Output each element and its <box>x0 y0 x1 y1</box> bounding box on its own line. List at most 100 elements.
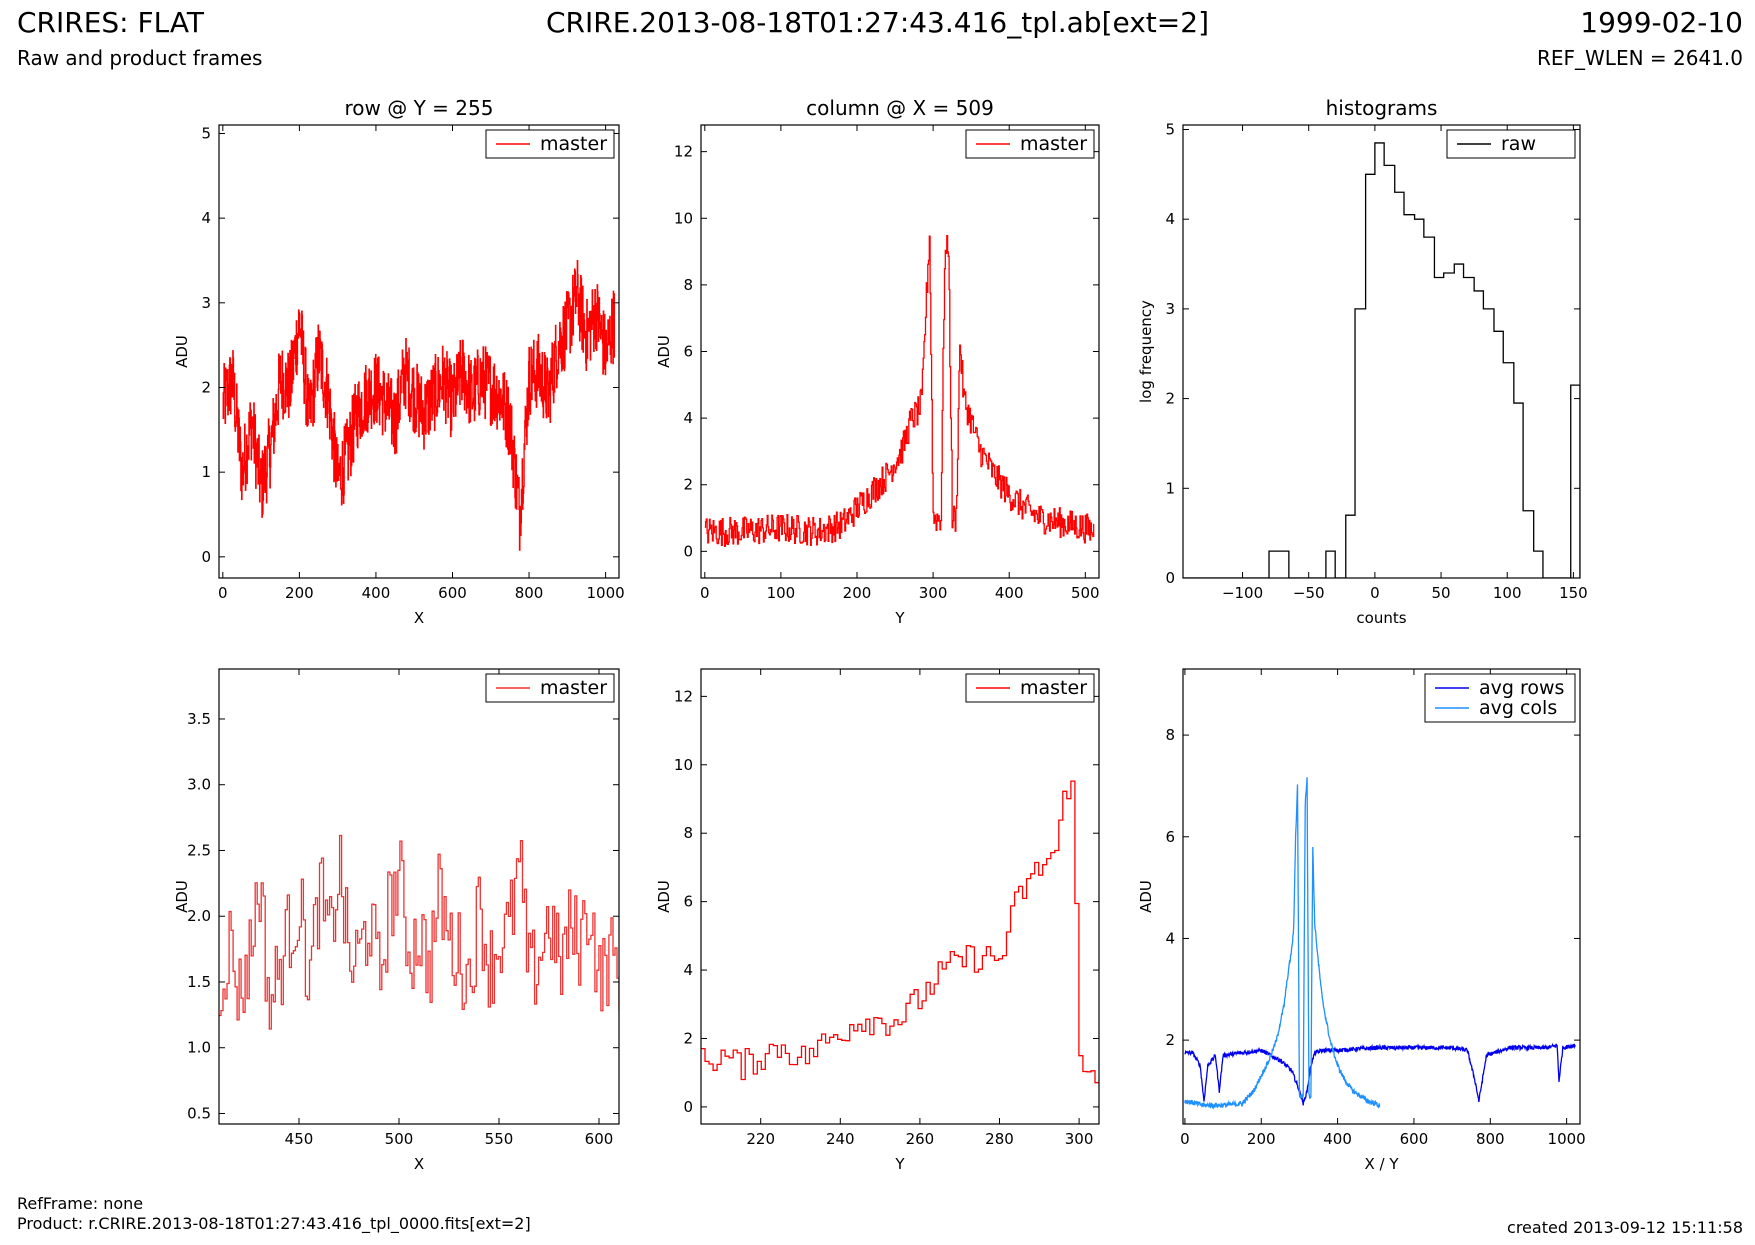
y-tick-label: 5 <box>1165 120 1175 138</box>
x-axis-label: counts <box>1356 609 1406 627</box>
chart-panel-3: −100 −50 0 50 100 150 0 1 2 3 4 5 histograms counts lo… <box>1137 96 1588 627</box>
y-tick-label: 0 <box>201 548 211 566</box>
x-tick-label: 500 <box>385 1130 414 1148</box>
legend: master <box>485 673 615 703</box>
y-tick-label: 0 <box>1165 569 1175 587</box>
series-line-master <box>701 780 1099 1084</box>
chart-title: row @ Y = 255 <box>345 96 494 120</box>
series-group <box>219 834 619 1030</box>
report-subtitle: Raw and product frames <box>17 46 263 70</box>
x-tick-label: 50 <box>1432 584 1451 602</box>
y-tick-label: 10 <box>674 209 693 227</box>
legend-label: master <box>1020 133 1087 155</box>
x-axis-label: Y <box>894 609 905 627</box>
x-tick-label: 0 <box>1180 1130 1190 1148</box>
chart-panel-2: 0 100 200 300 400 500 0 2 4 6 8 10 12 column @ X = 50… <box>655 96 1100 627</box>
x-tick-label: 260 <box>906 1130 935 1148</box>
y-tick-label: 8 <box>683 276 693 294</box>
chart-title: histograms <box>1326 96 1438 120</box>
x-tick-label: 1000 <box>1548 1130 1586 1148</box>
y-tick-label: 2 <box>683 1029 693 1047</box>
x-tick-label: 450 <box>285 1130 314 1148</box>
plot-frame <box>700 668 1100 1125</box>
y-tick-label: 4 <box>683 409 693 427</box>
series-line-master <box>219 834 619 1030</box>
x-tick-label: 280 <box>985 1130 1014 1148</box>
x-tick-label: 400 <box>995 584 1024 602</box>
x-tick-label: 600 <box>1400 1130 1429 1148</box>
y-tick-label: 2 <box>1165 390 1175 408</box>
x-tick-label: −50 <box>1293 584 1325 602</box>
x-tick-label: 800 <box>515 584 544 602</box>
x-axis-label: X <box>414 609 424 627</box>
report-title: CRIRES: FLAT <box>17 6 204 39</box>
x-tick-label: 100 <box>767 584 796 602</box>
legend-label: avg cols <box>1479 697 1557 719</box>
x-tick-label: 550 <box>485 1130 514 1148</box>
y-tick-label: 4 <box>1165 929 1175 947</box>
x-tick-label: 300 <box>919 584 948 602</box>
y-tick-label: 0.5 <box>187 1104 211 1122</box>
ref-frame-label: RefFrame: none <box>17 1194 144 1213</box>
y-tick-label: 4 <box>683 961 693 979</box>
y-tick-label: 0 <box>683 542 693 560</box>
x-tick-label: 1000 <box>587 584 625 602</box>
y-tick-label: 2 <box>1165 1031 1175 1049</box>
x-tick-label: 100 <box>1493 584 1522 602</box>
y-tick-label: 2 <box>683 476 693 494</box>
y-tick-label: 1 <box>201 463 211 481</box>
y-tick-label: 6 <box>1165 828 1175 846</box>
ref-wlen: REF_WLEN = 2641.0 <box>1536 46 1743 70</box>
x-tick-label: 200 <box>1247 1130 1276 1148</box>
series-group <box>701 780 1099 1084</box>
y-tick-label: 4 <box>201 209 211 227</box>
legend: raw <box>1446 129 1576 159</box>
series-group <box>222 259 616 551</box>
x-tick-label: 240 <box>826 1130 855 1148</box>
series-line-avg-cols <box>1184 777 1381 1110</box>
series-line-master <box>222 259 616 551</box>
x-tick-label: 600 <box>438 584 467 602</box>
x-tick-label: 220 <box>746 1130 775 1148</box>
x-axis-label: X <box>414 1155 424 1173</box>
x-tick-label: 0 <box>1370 584 1380 602</box>
y-tick-label: 8 <box>1165 726 1175 744</box>
y-tick-label: 0 <box>683 1098 693 1116</box>
series-line-raw <box>1183 142 1580 578</box>
series-line-master <box>704 234 1095 547</box>
legend: master <box>485 129 615 159</box>
x-tick-label: 800 <box>1476 1130 1505 1148</box>
y-tick-label: 12 <box>674 143 693 161</box>
y-tick-label: 6 <box>683 893 693 911</box>
y-tick-label: 3.5 <box>187 710 211 728</box>
y-tick-label: 3.0 <box>187 776 211 794</box>
plot-frame <box>1182 668 1581 1125</box>
y-tick-label: 1 <box>1165 479 1175 497</box>
x-tick-label: 300 <box>1065 1130 1094 1148</box>
plot-frame <box>218 668 620 1125</box>
y-tick-label: 3 <box>1165 300 1175 318</box>
y-axis-label: ADU <box>655 335 673 368</box>
y-tick-label: 1.5 <box>187 973 211 991</box>
chart-title: column @ X = 509 <box>806 96 994 120</box>
series-group <box>704 234 1095 547</box>
chart-panel-6: 0 200 400 600 800 1000 2 4 6 8 X / Y ADU avg rowsavg… <box>1137 668 1586 1173</box>
y-axis-label: ADU <box>1137 880 1155 913</box>
x-tick-label: 500 <box>1071 584 1100 602</box>
x-tick-label: 400 <box>1323 1130 1352 1148</box>
series-line-avg-rows <box>1184 1042 1576 1106</box>
y-axis-label: log frequency <box>1137 300 1155 403</box>
x-axis-label: X / Y <box>1364 1155 1399 1173</box>
created-label: created 2013-09-12 15:11:58 <box>1507 1218 1743 1237</box>
y-tick-label: 2.5 <box>187 841 211 859</box>
plot-frame <box>218 124 620 579</box>
y-tick-label: 5 <box>201 124 211 142</box>
legend-label: avg rows <box>1479 677 1564 699</box>
legend: master <box>965 129 1095 159</box>
series-group <box>1184 777 1576 1110</box>
y-tick-label: 3 <box>201 294 211 312</box>
chart-panel-1: 0 200 400 600 800 1000 0 1 2 3 4 5 row @ Y = 255 X ADU… <box>173 96 625 627</box>
chart-panel-4: 450 500 550 600 0.5 1.0 1.5 2.0 2.5 3.0 3.5 X ADU mas… <box>173 668 620 1173</box>
x-tick-label: 0 <box>700 584 710 602</box>
chart-panel-5: 220 240 260 280 300 0 2 4 6 8 10 12 Y ADU master <box>655 668 1100 1173</box>
